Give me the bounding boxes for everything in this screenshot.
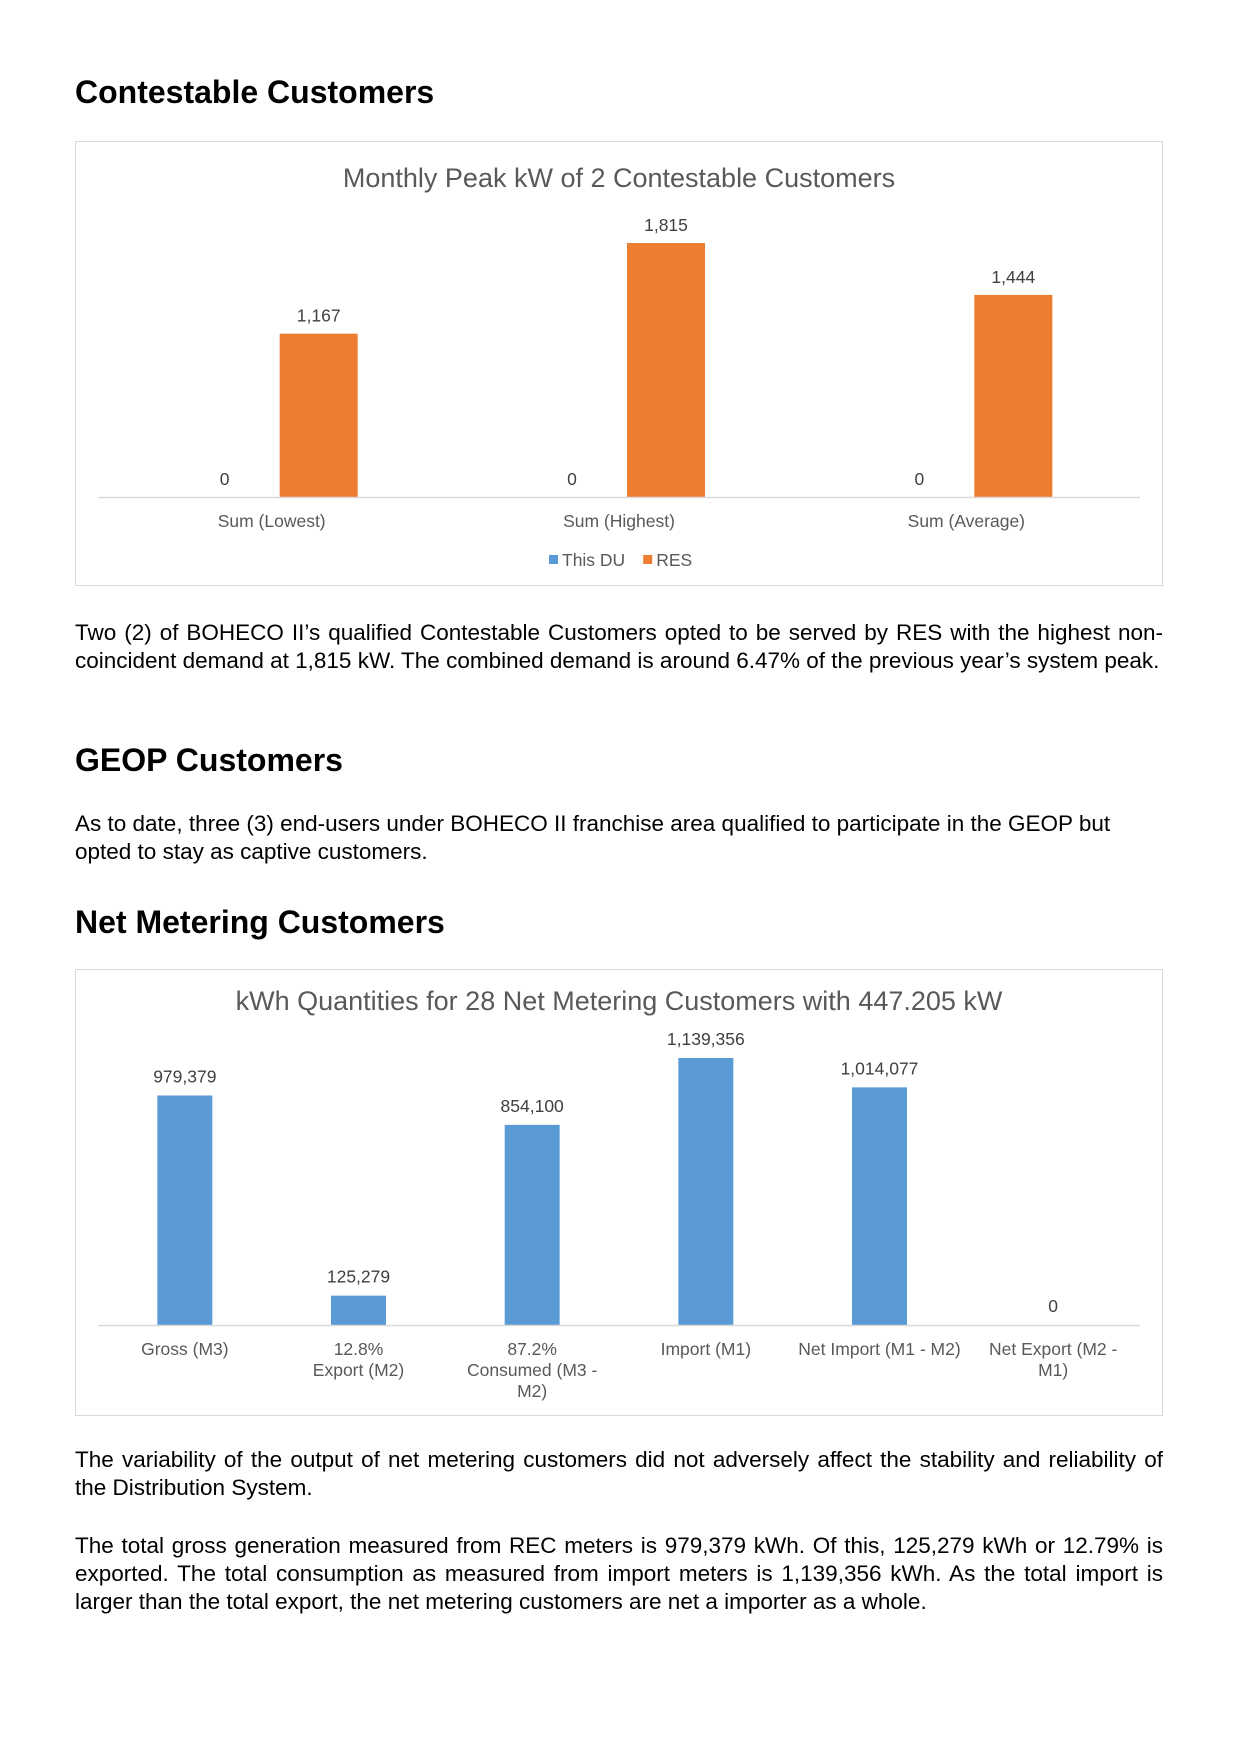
data-label: 1,014,077 [841, 1058, 919, 1078]
bar-res [627, 243, 705, 497]
paragraph-contestable: Two (2) of BOHECO II’s qualified Contest… [75, 620, 1163, 673]
category-label: Net Export (M2 - [989, 1339, 1118, 1359]
bar-res [279, 333, 358, 497]
bar [157, 1095, 213, 1325]
bar [678, 1058, 734, 1325]
data-label: 125,279 [327, 1267, 390, 1287]
category-label: Net Import (M1 - M2) [798, 1339, 960, 1359]
heading-net-metering-customers: Net Metering Customers [75, 904, 445, 940]
chart-title: Monthly Peak kW of 2 Contestable Custome… [343, 163, 895, 193]
legend-swatch [643, 555, 653, 564]
data-label: 1,139,356 [667, 1029, 745, 1049]
category-label: Sum (Highest) [563, 511, 675, 531]
data-label: 1,815 [644, 215, 688, 235]
chart-contestable-svg: Monthly Peak kW of 2 Contestable Custome… [98, 163, 1140, 570]
data-label: 0 [567, 469, 577, 489]
legend-label: RES [656, 550, 692, 570]
bar [331, 1295, 386, 1325]
legend-label: This DU [562, 550, 625, 570]
chart-net-metering-kwh: kWh Quantities for 28 Net Metering Custo… [75, 969, 1163, 1416]
data-label: 979,379 [153, 1066, 216, 1086]
category-label: Consumed (M3 - [467, 1360, 597, 1380]
category-label: Import (M1) [661, 1339, 751, 1359]
category-label: 87.2% [507, 1339, 557, 1359]
data-label: 0 [1048, 1296, 1058, 1316]
paragraph-net-metering-2: The total gross generation measured from… [75, 1533, 1163, 1614]
category-label: Sum (Average) [908, 511, 1025, 531]
heading-geop-customers: GEOP Customers [75, 742, 343, 778]
chart-contestable-peak: Monthly Peak kW of 2 Contestable Custome… [75, 141, 1163, 586]
data-label: 854,100 [501, 1096, 565, 1116]
bar [852, 1087, 907, 1325]
data-label: 0 [914, 469, 924, 489]
bar [504, 1124, 560, 1325]
bar-res [974, 294, 1053, 497]
category-label: M1) [1038, 1360, 1068, 1380]
paragraph-geop: As to date, three (3) end-users under BO… [75, 811, 1111, 864]
category-label: M2) [517, 1381, 547, 1401]
category-label: Gross (M3) [141, 1339, 229, 1359]
chart-title: kWh Quantities for 28 Net Metering Custo… [236, 986, 1003, 1016]
heading-contestable-customers: Contestable Customers [75, 74, 435, 110]
data-label: 1,444 [991, 267, 1035, 287]
category-label: 12.8% [334, 1339, 384, 1359]
chart-net-metering-svg: kWh Quantities for 28 Net Metering Custo… [98, 986, 1140, 1401]
data-label: 1,167 [297, 306, 341, 326]
category-label: Export (M2) [313, 1360, 404, 1380]
category-label: Sum (Lowest) [218, 511, 326, 531]
data-label: 0 [220, 469, 230, 489]
paragraph-net-metering-1: The variability of the output of net met… [75, 1447, 1163, 1500]
legend-swatch [549, 555, 558, 564]
